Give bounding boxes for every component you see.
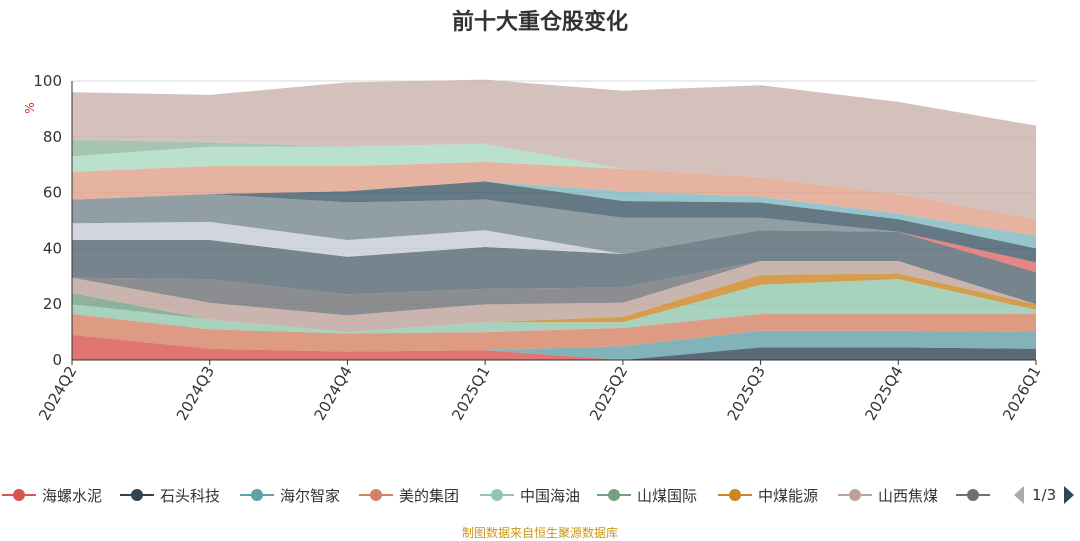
legend-marker-icon bbox=[956, 489, 990, 501]
y-tick-label: 100 bbox=[33, 72, 62, 90]
legend-item[interactable]: 石头科技 bbox=[120, 483, 220, 507]
legend-item-partial[interactable] bbox=[956, 483, 996, 507]
legend-pager: 1/3 bbox=[1012, 483, 1076, 507]
legend-label: 海尔智家 bbox=[280, 486, 341, 505]
legend-marker-icon bbox=[240, 489, 274, 501]
legend-item[interactable]: 山西焦煤 bbox=[838, 483, 938, 507]
series-area bbox=[72, 330, 1036, 360]
x-tick-label: 2025Q2 bbox=[586, 363, 631, 424]
legend-label: 中煤能源 bbox=[758, 486, 819, 505]
legend-marker-icon bbox=[838, 489, 872, 501]
legend-marker-icon bbox=[2, 489, 36, 501]
y-tick-label: 20 bbox=[43, 295, 62, 313]
legend-item[interactable]: 海螺水泥 bbox=[2, 483, 102, 507]
series-area bbox=[72, 334, 1036, 360]
legend-label: 美的集团 bbox=[399, 486, 460, 505]
series-area bbox=[72, 314, 1036, 352]
chevron-left-icon[interactable] bbox=[1012, 484, 1026, 506]
legend-item[interactable]: 中国海油 bbox=[480, 483, 580, 507]
x-tick-label: 2024Q4 bbox=[311, 363, 356, 424]
legend-marker-icon bbox=[597, 489, 631, 501]
series-area bbox=[72, 273, 1036, 333]
series-area bbox=[72, 143, 1036, 220]
legend-marker-icon bbox=[480, 489, 514, 501]
series-area bbox=[72, 161, 1036, 236]
y-tick-label: 40 bbox=[43, 239, 62, 257]
legend-item[interactable]: 山煤国际 bbox=[597, 483, 697, 507]
legend-marker-icon bbox=[359, 489, 393, 501]
series-area bbox=[72, 79, 1036, 220]
x-tick-label: 2026Q1 bbox=[999, 363, 1044, 424]
y-tick-label: 60 bbox=[43, 184, 62, 202]
series-area bbox=[72, 279, 1036, 334]
series-area bbox=[72, 230, 1036, 305]
series-area bbox=[72, 334, 1036, 360]
source-note: 制图数据来自恒生聚源数据库 bbox=[461, 526, 618, 540]
legend-label: 石头科技 bbox=[160, 486, 221, 505]
legend: 海螺水泥 石头科技 海尔智家 美的集团 中国海油 山煤国际 中煤能源 山西焦煤 bbox=[0, 483, 1080, 507]
series-area bbox=[72, 261, 1036, 316]
chevron-right-icon[interactable] bbox=[1062, 484, 1076, 506]
legend-marker-icon bbox=[120, 489, 154, 501]
x-tick-label: 2024Q3 bbox=[173, 363, 218, 424]
legend-item[interactable]: 美的集团 bbox=[359, 483, 459, 507]
y-tick-label: 0 bbox=[52, 351, 62, 369]
legend-item[interactable]: 中煤能源 bbox=[718, 483, 818, 507]
legend-label: 中国海油 bbox=[520, 486, 581, 505]
legend-label: 山西焦煤 bbox=[878, 486, 939, 505]
x-tick-label: 2024Q2 bbox=[35, 363, 80, 424]
legend-marker-icon bbox=[718, 489, 752, 501]
series-area bbox=[72, 261, 1036, 333]
series-area bbox=[72, 221, 1036, 273]
x-tick-label: 2025Q4 bbox=[861, 363, 906, 424]
legend-page-indicator: 1/3 bbox=[1032, 486, 1057, 504]
legend-item[interactable]: 海尔智家 bbox=[240, 483, 340, 507]
x-tick-label: 2025Q1 bbox=[448, 363, 493, 424]
y-axis-label: % bbox=[23, 102, 37, 113]
series-areas bbox=[72, 79, 1036, 360]
legend-label: 山煤国际 bbox=[637, 486, 698, 505]
x-tick-label: 2025Q3 bbox=[724, 363, 769, 424]
legend-label: 海螺水泥 bbox=[42, 486, 103, 505]
chart-title: 前十大重仓股变化 bbox=[451, 10, 628, 35]
series-area bbox=[72, 181, 1036, 263]
y-tick-label: 80 bbox=[43, 128, 62, 146]
series-area bbox=[72, 194, 1036, 273]
series-area bbox=[72, 139, 1036, 220]
